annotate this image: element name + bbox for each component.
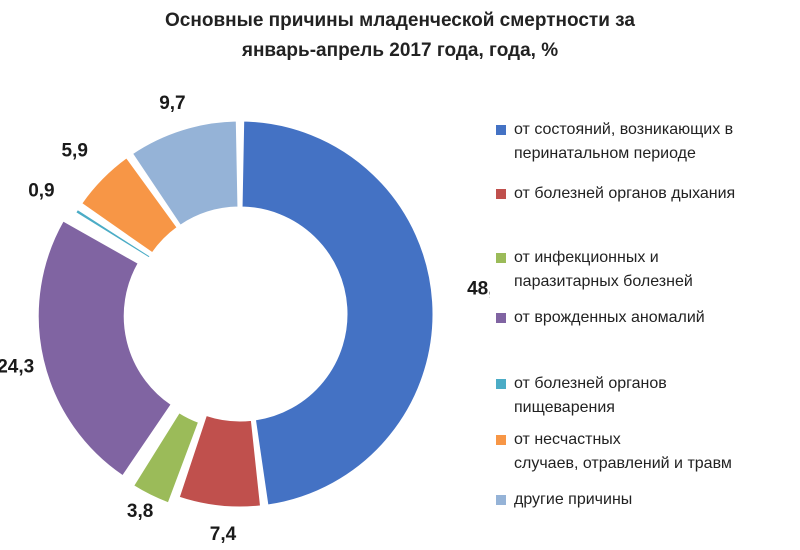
donut-slice-2 <box>178 414 262 508</box>
legend-item-5: от болезней органов пищеварения <box>496 372 796 420</box>
legend-swatch <box>496 379 506 389</box>
legend-swatch <box>496 435 506 445</box>
legend-label: от врожденных аномалий <box>514 309 705 326</box>
data-label-4: 24,3 <box>0 357 34 378</box>
legend-item-7: другие причины <box>496 488 796 512</box>
legend-label: от болезней органов дыхания <box>514 185 736 202</box>
donut-slice-5 <box>75 208 151 259</box>
data-label-1: 48,0 <box>467 279 490 300</box>
legend-item-6: от несчастных случаев, отравлений и трав… <box>496 428 796 476</box>
data-label-7: 9,7 <box>159 93 185 114</box>
donut-slice-4 <box>37 220 172 477</box>
data-label-5: 0,9 <box>28 180 54 201</box>
data-label-6: 5,9 <box>61 141 87 162</box>
donut-slice-7 <box>131 120 239 226</box>
legend-swatch <box>496 313 506 323</box>
legend-swatch <box>496 189 506 199</box>
legend-label: другие причины <box>514 491 633 508</box>
legend-label: от болезней органов пищеварения <box>514 375 667 416</box>
donut-slice-6 <box>81 157 178 254</box>
data-label-2: 7,4 <box>210 524 237 545</box>
data-label-3: 3,8 <box>127 501 153 522</box>
donut-slice-1 <box>241 120 434 506</box>
legend-swatch <box>496 125 506 135</box>
legend-item-3: от инфекционных и паразитарных болезней <box>496 246 796 294</box>
legend-swatch <box>496 495 506 505</box>
legend-label: от инфекционных и паразитарных болезней <box>514 249 693 290</box>
chart-title-line-1: Основные причины младенческой смертности… <box>165 10 635 31</box>
legend-label: от несчастных случаев, отравлений и трав… <box>514 431 732 472</box>
chart-title: Основные причины младенческой смертности… <box>120 6 680 66</box>
chart-title-line-2: январь-апрель 2017 года, года, % <box>241 40 559 61</box>
legend-item-4: от врожденных аномалий <box>496 306 796 330</box>
legend-item-2: от болезней органов дыхания <box>496 182 796 206</box>
legend-label: от состояний, возникающих в перинатально… <box>514 121 734 162</box>
legend-swatch <box>496 253 506 263</box>
donut-chart: 48,0 7,4 3,8 24,3 0,9 5,9 9,7 <box>0 93 490 545</box>
donut-slice-3 <box>132 412 200 504</box>
legend-item-1: от состояний, возникающих в перинатально… <box>496 118 796 166</box>
